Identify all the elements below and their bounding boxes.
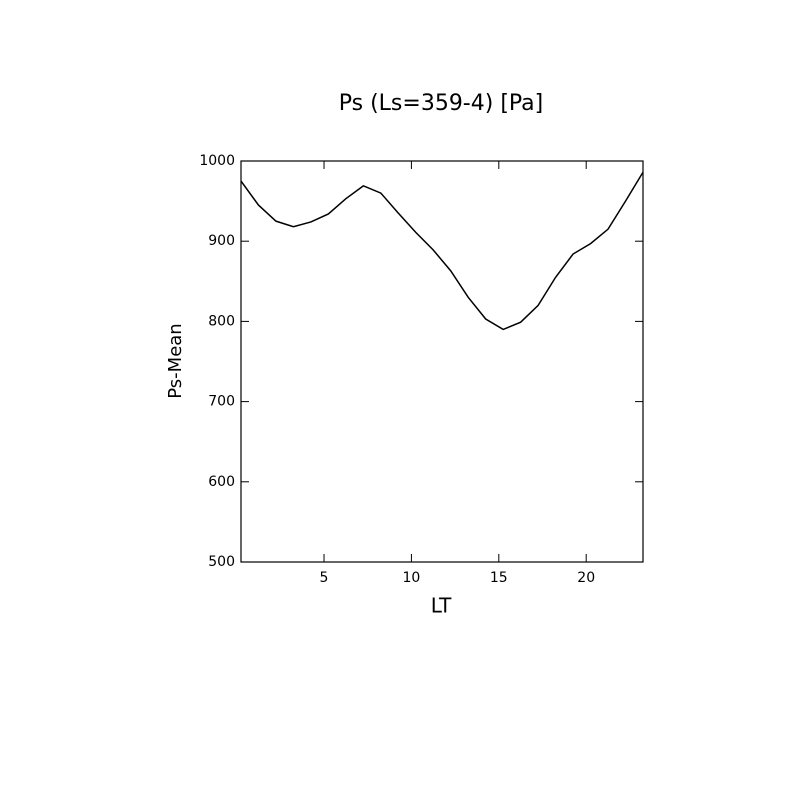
x-axis-label: LT [431, 594, 452, 618]
y-tick-label: 500 [208, 554, 235, 570]
data-line [240, 171, 644, 331]
x-tick-label: 5 [320, 570, 329, 586]
y-tick-label: 600 [208, 474, 235, 490]
y-tick-label: 1000 [199, 153, 235, 169]
y-tick-label: 800 [208, 313, 235, 329]
x-tick-label: 10 [402, 570, 420, 586]
y-axis-label: Ps-Mean [165, 323, 186, 398]
plot-frame [240, 160, 644, 563]
x-tick-label: 15 [490, 570, 508, 586]
x-tick-label: 20 [577, 570, 595, 586]
y-tick-label: 700 [208, 394, 235, 410]
y-tick-label: 900 [208, 233, 235, 249]
chart-title: Ps (Ls=359-4) [Pa] [339, 91, 544, 116]
